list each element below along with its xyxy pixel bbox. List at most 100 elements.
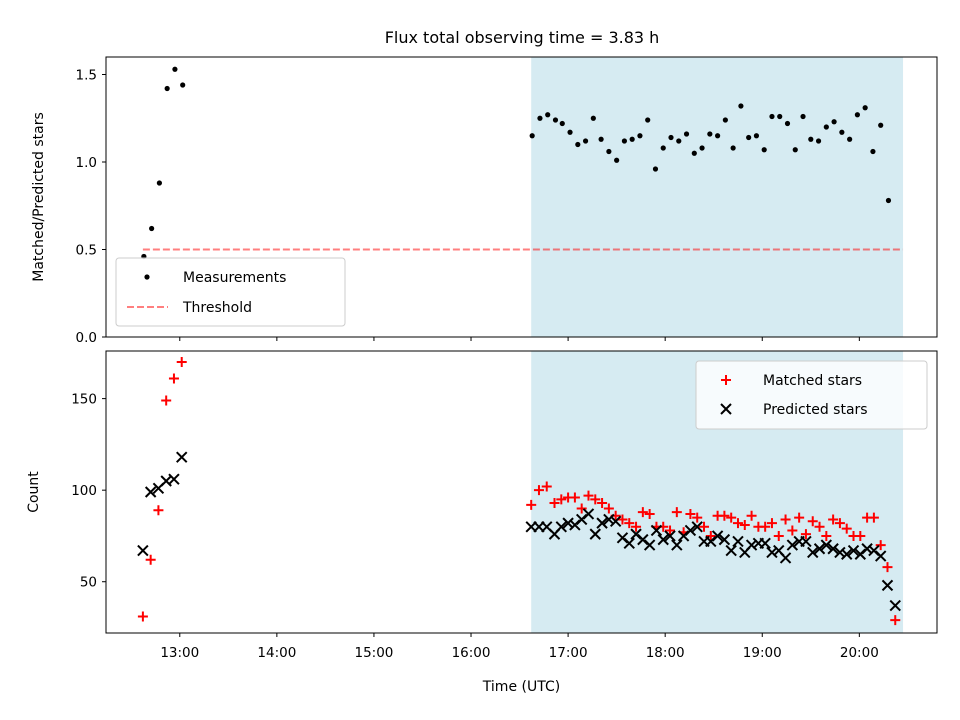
matched-star-point: [556, 494, 567, 505]
measurement-point: [660, 145, 666, 151]
measurement-point: [629, 136, 635, 142]
predicted-star-point: [589, 528, 601, 540]
measurement-point: [839, 129, 845, 135]
predicted-star-point: [144, 486, 157, 498]
matched-star-point: [875, 540, 886, 551]
matched-star-point: [637, 507, 648, 518]
matched-star-point: [137, 611, 148, 622]
measurement-point: [575, 141, 581, 148]
legend-matched-marker: [721, 375, 731, 385]
xtick-label: 13:00: [160, 645, 199, 661]
measurement-point: [598, 136, 604, 142]
xtick-label: 19:00: [743, 645, 782, 661]
measurement-point: [552, 117, 559, 123]
matched-star-point: [671, 507, 682, 518]
top-panel: 0.0 0.5 1.0 1.5 Matched/Predicted stars Measu…: [31, 56, 938, 346]
predicted-star-point: [562, 517, 574, 529]
measurement-point: [870, 148, 876, 155]
predicted-star-point: [609, 515, 622, 528]
measurement-point: [823, 124, 829, 130]
measurement-point: [668, 134, 674, 141]
measurement-point: [800, 113, 806, 120]
measurement-point: [761, 147, 767, 153]
predicted-star-point: [881, 579, 894, 592]
legend-label: Predicted stars: [763, 402, 868, 418]
matched-star-point: [814, 521, 825, 532]
measurement-point: [545, 112, 551, 118]
matched-star-point: [583, 490, 594, 501]
matched-star-point: [800, 529, 811, 540]
top-ytick-label: 1.0: [76, 155, 97, 171]
predicted-star-point: [745, 539, 758, 551]
top-ytick-label: 0.0: [76, 330, 97, 346]
predicted-star-point: [664, 530, 676, 542]
predicted-star-point: [786, 539, 799, 551]
matched-star-point: [631, 521, 642, 532]
predicted-star-point: [827, 543, 839, 555]
predicted-star-point: [555, 521, 568, 533]
measurement-point: [156, 180, 162, 186]
matched-star-point: [821, 530, 832, 541]
bottom-ytick-label: 100: [71, 483, 97, 499]
matched-star-point: [549, 497, 560, 508]
measurement-point: [180, 82, 186, 88]
top-legend: Measurements Threshold: [115, 257, 346, 327]
matched-star-point: [719, 510, 730, 521]
predicted-star-point: [643, 539, 656, 551]
matched-star-point: [168, 373, 179, 384]
matched-star-point: [834, 518, 845, 529]
matched-star-point: [780, 514, 791, 525]
bottom-ylabel: Count: [26, 471, 42, 513]
top-axes-frame: [105, 56, 938, 338]
matched-star-point: [590, 494, 601, 505]
figure-title: Flux total observing time = 3.83 h: [385, 28, 660, 47]
bottom-ytick-label: 150: [71, 392, 97, 408]
matched-star-point: [841, 523, 852, 534]
xtick-label: 15:00: [354, 645, 393, 661]
matched-star-point: [533, 485, 544, 496]
measurement-point: [621, 138, 628, 144]
predicted-star-point: [861, 543, 873, 555]
matched-star-point: [153, 505, 164, 516]
measurement-point: [683, 131, 690, 137]
matched-star-point: [617, 514, 628, 525]
predicted-star-point: [650, 524, 663, 537]
top-shaded-span: [531, 57, 904, 337]
measurement-point: [637, 133, 643, 139]
xlabel: Time (UTC): [482, 679, 560, 695]
legend-box: [695, 360, 928, 430]
matched-star-point: [794, 512, 805, 523]
predicted-star-point: [168, 473, 180, 485]
predicted-star-point: [596, 517, 608, 529]
measurement-point: [847, 136, 853, 142]
matched-star-point: [890, 615, 901, 626]
measurement-point: [753, 133, 760, 139]
top-ytick-label: 0.5: [76, 243, 97, 259]
matched-star-point: [569, 492, 580, 503]
measurement-point: [722, 117, 728, 123]
predicted-star-point: [671, 539, 683, 551]
measurement-point: [645, 117, 651, 123]
predicted-star-point: [176, 451, 188, 463]
measurement-point: [784, 120, 791, 127]
predicted-star-point: [657, 533, 669, 546]
measurement-point: [699, 145, 705, 151]
predicted-star-point: [834, 546, 846, 559]
measurement-point: [164, 85, 170, 92]
predicted-star-point: [847, 544, 860, 557]
matched-star-point: [685, 508, 696, 519]
legend-predicted-marker: [720, 403, 732, 415]
predicted-star-point: [603, 513, 615, 526]
measurement-point: [707, 131, 713, 137]
predicted-star-point: [820, 539, 833, 551]
predicted-star-point: [623, 537, 635, 549]
measurement-point: [854, 112, 860, 118]
matched-star-point: [855, 530, 866, 541]
matched-star-point: [746, 510, 757, 521]
matched-star-point: [644, 508, 655, 519]
measurement-point: [614, 157, 620, 163]
matched-star-point: [739, 519, 750, 530]
matched-star-point: [541, 481, 552, 492]
top-ylabel: Matched/Predicted stars: [31, 112, 47, 282]
